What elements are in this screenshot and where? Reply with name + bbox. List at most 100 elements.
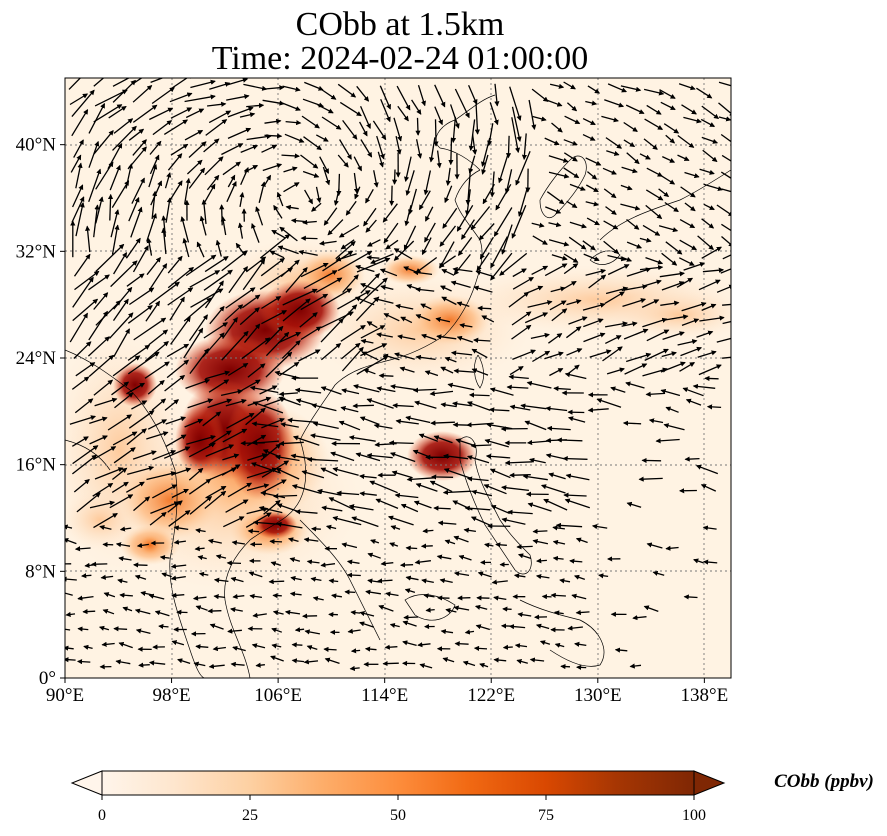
wind-arrow	[421, 578, 434, 584]
wind-arrow	[532, 235, 548, 245]
wind-arrow	[412, 387, 437, 393]
wind-arrow	[399, 366, 415, 373]
wind-arrow	[370, 253, 394, 264]
wind-arrow	[466, 455, 490, 464]
wind-arrow	[682, 387, 704, 397]
wind-arrow	[101, 641, 115, 647]
wind-arrow	[514, 643, 528, 649]
wind-arrow	[258, 181, 266, 203]
wind-arrow	[203, 322, 229, 339]
wind-arrow	[112, 125, 137, 151]
wind-arrow	[360, 325, 386, 339]
wind-arrow	[490, 236, 508, 269]
wind-arrow	[242, 258, 266, 291]
wind-arrow	[614, 647, 628, 653]
wind-arrow	[127, 465, 155, 476]
wind-arrow	[359, 491, 377, 497]
wind-arrow	[165, 434, 187, 448]
wind-arrow	[545, 453, 566, 460]
wind-arrow	[645, 189, 664, 201]
wind-arrow	[312, 421, 339, 430]
wind-arrow	[563, 280, 577, 290]
wind-arrow	[367, 552, 381, 559]
wind-arrow	[397, 105, 409, 122]
wind-arrow	[188, 442, 216, 458]
wind-arrow	[77, 595, 94, 601]
wind-arrow	[227, 174, 236, 188]
wind-arrow	[679, 219, 696, 229]
wind-arrow	[376, 578, 393, 584]
wind-arrow	[226, 560, 242, 566]
wind-arrow	[626, 352, 652, 363]
wind-arrow	[395, 418, 419, 425]
wind-arrow	[681, 301, 707, 312]
wind-arrow	[245, 512, 272, 528]
wind-arrow	[173, 525, 189, 531]
wind-arrow	[449, 104, 460, 129]
wind-arrow	[414, 559, 431, 565]
wind-arrow	[504, 169, 513, 194]
wind-arrow	[566, 348, 583, 356]
wind-arrow	[282, 288, 318, 306]
wind-arrow	[184, 129, 204, 141]
wind-arrow	[566, 200, 578, 209]
wind-arrow	[477, 305, 492, 311]
wind-arrow	[109, 164, 121, 191]
wind-arrow	[585, 201, 600, 207]
wind-arrow	[698, 364, 722, 376]
wind-arrow	[404, 588, 416, 594]
wind-arrow	[261, 460, 290, 478]
wind-arrow	[549, 300, 567, 311]
wind-arrow	[462, 660, 476, 667]
wind-arrow	[425, 607, 435, 613]
wind-arrow	[198, 571, 209, 577]
wind-arrow	[324, 657, 340, 665]
wind-arrow	[681, 104, 697, 115]
wind-arrow	[186, 434, 216, 445]
wind-arrow	[72, 454, 98, 475]
wind-arrow	[350, 610, 361, 616]
wind-arrow	[255, 206, 264, 226]
wind-arrow	[663, 423, 685, 431]
wind-arrow	[563, 139, 578, 146]
wind-arrow	[568, 316, 588, 325]
wind-arrow	[251, 643, 266, 649]
wind-arrow	[132, 104, 158, 123]
wind-arrow	[493, 657, 507, 663]
wind-arrow	[489, 102, 499, 126]
wind-arrow	[95, 196, 104, 224]
wind-arrow	[89, 416, 108, 425]
wind-arrow	[304, 189, 313, 205]
wind-arrow	[98, 625, 110, 631]
wind-arrow	[365, 589, 381, 595]
wind-arrow	[658, 173, 676, 185]
wind-arrow	[189, 348, 210, 374]
wind-arrow	[163, 446, 191, 459]
wind-arrow	[111, 224, 120, 255]
wind-arrow	[423, 593, 435, 599]
wind-arrow	[161, 227, 167, 255]
wind-arrow	[163, 119, 189, 135]
wind-arrow	[565, 473, 590, 481]
wind-arrow	[295, 509, 318, 515]
wind-arrow	[292, 435, 320, 446]
wind-arrow	[127, 344, 151, 361]
wind-arrow	[147, 380, 165, 395]
wind-arrow	[93, 204, 100, 238]
wind-arrow	[552, 539, 566, 545]
y-tick-label: 24°N	[16, 348, 57, 369]
wind-arrow	[167, 500, 183, 513]
wind-arrow	[484, 542, 494, 548]
wind-arrow	[575, 537, 588, 544]
wind-arrow	[563, 152, 578, 162]
wind-arrow	[491, 579, 508, 585]
wind-arrow	[209, 305, 225, 325]
wind-arrow	[208, 110, 232, 124]
wind-arrow	[550, 286, 566, 293]
wind-arrow	[323, 646, 337, 652]
wind-arrow	[148, 281, 180, 306]
wind-arrow	[383, 313, 400, 322]
wind-arrow	[473, 285, 493, 293]
colorbar-label: CObb (ppbv)	[774, 771, 874, 792]
wind-arrow	[532, 528, 548, 534]
